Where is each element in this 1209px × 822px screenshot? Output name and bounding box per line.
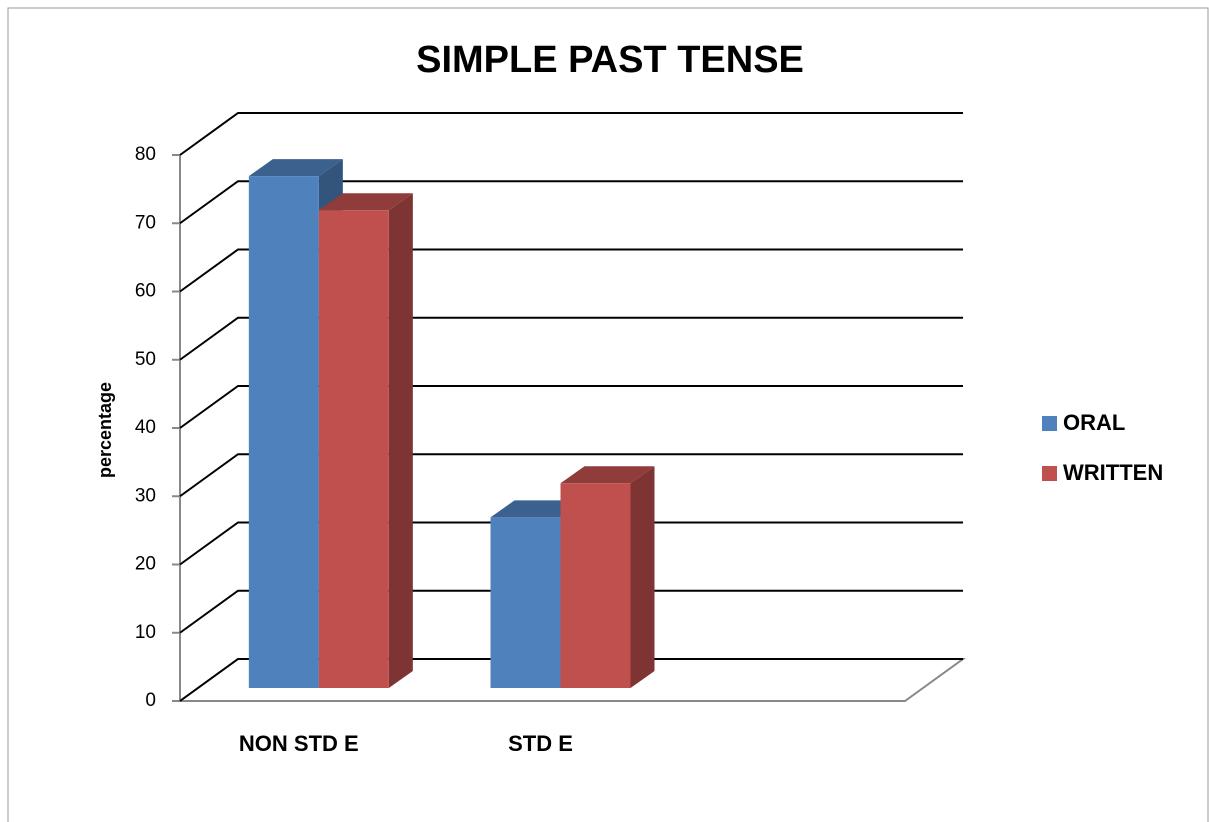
grid-line <box>179 112 963 156</box>
grid-line <box>179 453 963 498</box>
bar <box>318 210 389 688</box>
x-tick-label: NON STD E <box>239 731 359 756</box>
grid-line <box>179 385 963 429</box>
grid-line <box>179 248 963 293</box>
y-tick-label: 10 <box>135 622 156 643</box>
y-tick-label: 30 <box>135 485 156 506</box>
y-axis-label: percentage <box>95 382 115 478</box>
y-tick-label: 80 <box>135 144 156 165</box>
bar-top <box>560 466 655 484</box>
y-tick-label: 0 <box>145 690 156 711</box>
bar <box>248 176 319 688</box>
bar <box>490 517 561 688</box>
grid-line <box>179 589 963 634</box>
legend-label: ORAL <box>1063 410 1125 435</box>
bar <box>560 483 631 688</box>
grid-line <box>179 658 963 702</box>
bar-top <box>248 159 343 177</box>
legend-label: WRITTEN <box>1063 460 1163 485</box>
grid-line <box>179 316 963 361</box>
frame <box>7 7 1209 822</box>
chart-title: SIMPLE PAST TENSE <box>416 39 804 81</box>
y-tick-label: 50 <box>135 349 156 370</box>
bar-side <box>630 466 655 688</box>
y-tick-label: 40 <box>135 417 156 438</box>
bar-side <box>388 193 413 688</box>
bar-top <box>318 193 413 211</box>
legend-swatch <box>1042 466 1057 481</box>
x-tick-label: STD E <box>508 731 573 756</box>
grid-line <box>179 180 963 225</box>
y-tick-label: 20 <box>135 554 156 575</box>
y-tick-label: 60 <box>135 281 156 302</box>
y-tick-label: 70 <box>135 212 156 233</box>
grid-line <box>179 521 963 566</box>
legend-swatch <box>1042 416 1057 431</box>
